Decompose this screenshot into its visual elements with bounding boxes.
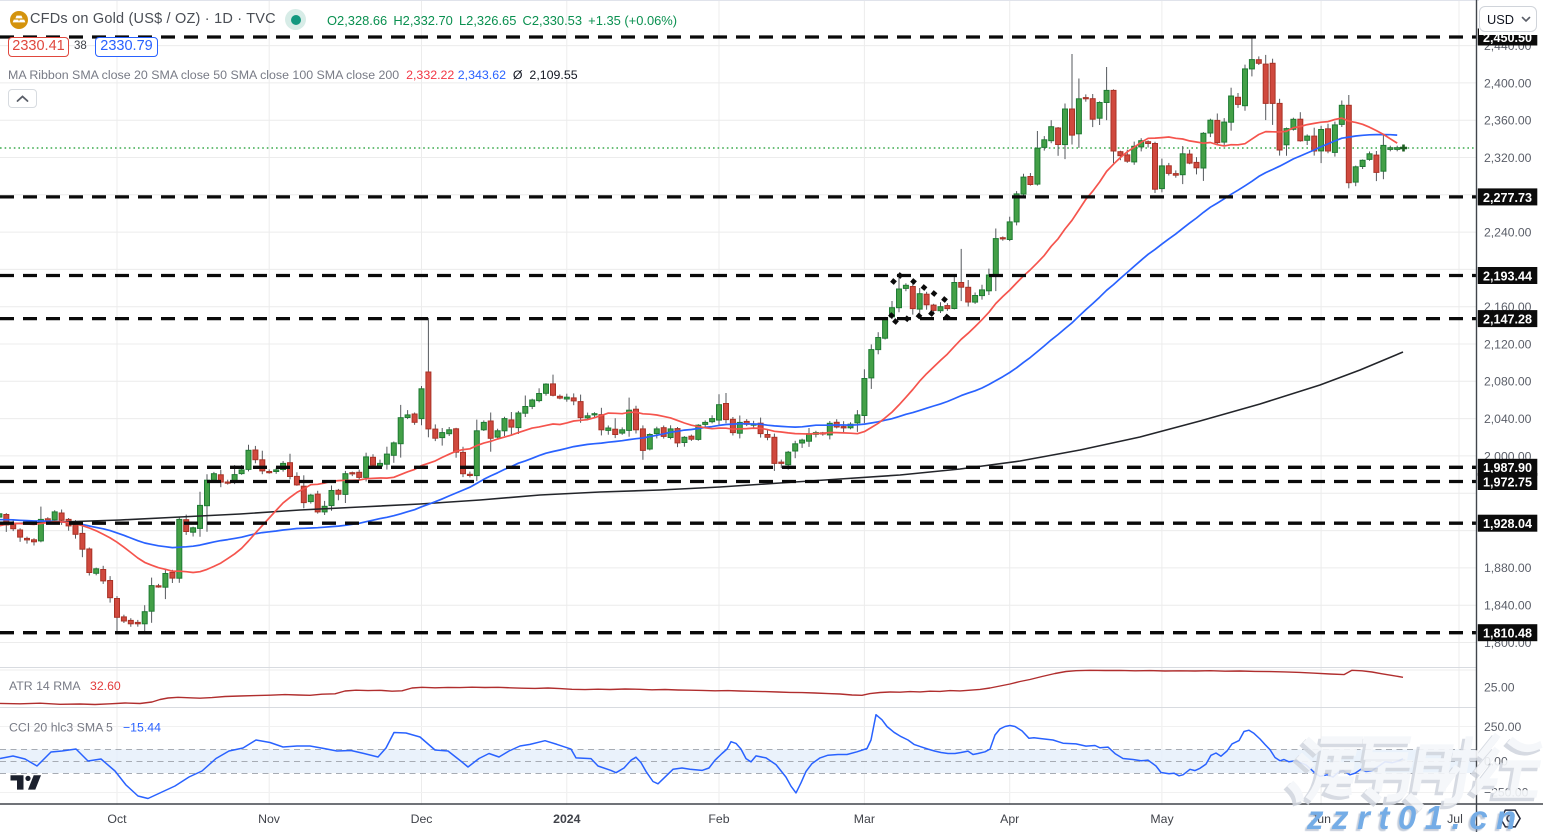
svg-text:250.00: 250.00 [1484, 720, 1521, 734]
svg-text:−15.44: −15.44 [123, 721, 161, 735]
svg-text:1,928.04: 1,928.04 [1483, 517, 1532, 531]
svg-text:2,240.00: 2,240.00 [1484, 226, 1532, 240]
svg-text:Dec: Dec [411, 812, 433, 826]
svg-text:Oct: Oct [107, 812, 127, 826]
svg-text:2,277.73: 2,277.73 [1483, 191, 1532, 205]
svg-text:ATR 14 RMA: ATR 14 RMA [9, 679, 81, 693]
svg-text:2024: 2024 [553, 812, 581, 826]
svg-text:Mar: Mar [854, 812, 875, 826]
svg-text:1,972.75: 1,972.75 [1483, 475, 1532, 489]
svg-text:2,080.00: 2,080.00 [1484, 375, 1532, 389]
svg-text:2,120.00: 2,120.00 [1484, 337, 1532, 351]
svg-text:25.00: 25.00 [1484, 680, 1515, 694]
svg-text:1,810.48: 1,810.48 [1483, 627, 1532, 641]
svg-text:May: May [1150, 812, 1174, 826]
svg-text:Nov: Nov [258, 812, 281, 826]
svg-text:1,987.90: 1,987.90 [1483, 461, 1532, 475]
svg-text:1,840.00: 1,840.00 [1484, 599, 1532, 613]
svg-text:Feb: Feb [708, 812, 729, 826]
svg-text:2,193.44: 2,193.44 [1483, 269, 1532, 283]
svg-text:Apr: Apr [1000, 812, 1019, 826]
svg-text:Jun: Jun [1311, 812, 1331, 826]
svg-text:2,147.28: 2,147.28 [1483, 313, 1532, 327]
svg-text:2,040.00: 2,040.00 [1484, 412, 1532, 426]
svg-text:Jul: Jul [1447, 812, 1463, 826]
svg-text:2,320.00: 2,320.00 [1484, 151, 1532, 165]
svg-text:1,880.00: 1,880.00 [1484, 561, 1532, 575]
svg-text:2,400.00: 2,400.00 [1484, 76, 1532, 90]
svg-text:CCI 20 hlc3 SMA 5: CCI 20 hlc3 SMA 5 [9, 721, 113, 735]
svg-text:32.60: 32.60 [90, 679, 121, 693]
svg-text:2,360.00: 2,360.00 [1484, 114, 1532, 128]
